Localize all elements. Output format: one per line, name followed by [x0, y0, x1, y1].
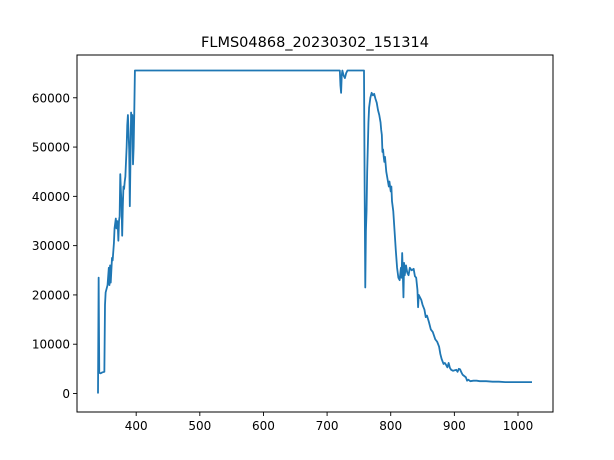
y-tick-label: 0 — [62, 387, 70, 401]
x-tick-label: 900 — [443, 419, 466, 433]
y-tick-label: 30000 — [32, 239, 70, 253]
y-tick-label: 10000 — [32, 338, 70, 352]
chart-title: FLMS04868_20230302_151314 — [201, 35, 429, 51]
x-axis-ticks: 400 500 600 700 800 900 1000 — [125, 412, 534, 433]
y-tick-label: 20000 — [32, 288, 70, 302]
x-tick-label: 400 — [125, 419, 148, 433]
series-line — [97, 69, 532, 394]
y-tick-label: 60000 — [32, 91, 70, 105]
x-tick-label: 700 — [316, 419, 339, 433]
axes-frame — [76, 54, 554, 413]
x-tick-label: 1000 — [503, 419, 534, 433]
x-tick-label: 600 — [252, 419, 275, 433]
x-tick-label: 500 — [188, 419, 211, 433]
y-tick-label: 50000 — [32, 141, 70, 155]
x-tick-label: 800 — [379, 419, 402, 433]
y-tick-label: 40000 — [32, 190, 70, 204]
y-axis-ticks: 0 10000 20000 30000 40000 50000 60000 — [32, 91, 77, 401]
